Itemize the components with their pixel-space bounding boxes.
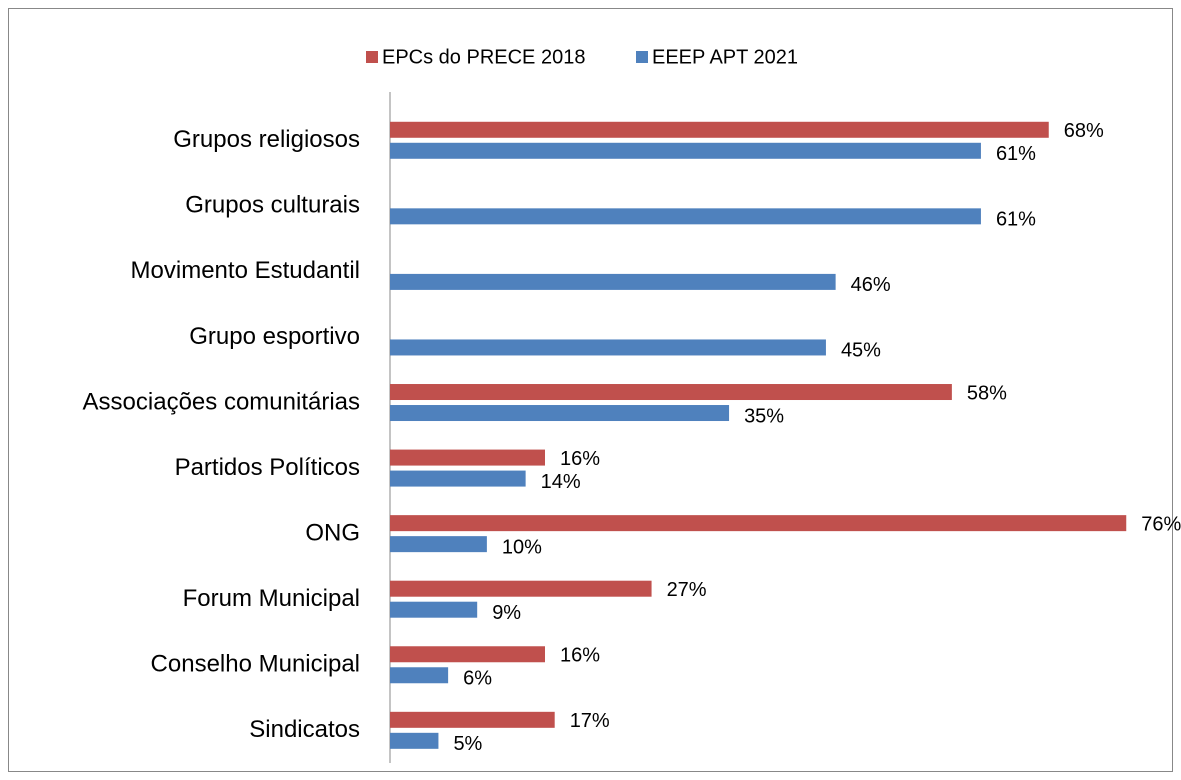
value-label: 16%: [560, 645, 600, 667]
value-label: 9%: [492, 602, 521, 624]
y-tick-label: Forum Municipal: [183, 585, 360, 612]
value-label: 6%: [463, 668, 492, 690]
y-tick-label: Grupos religiosos: [173, 126, 360, 153]
y-tick-label: Grupo esportivo: [189, 323, 360, 350]
bar: [390, 515, 1127, 532]
bar: [390, 208, 981, 225]
bar: [390, 384, 952, 401]
y-tick-label: Partidos Políticos: [175, 454, 360, 481]
bar: [390, 601, 478, 618]
bar: [390, 732, 439, 749]
bar: [390, 142, 981, 159]
y-tick-label: Movimento Estudantil: [131, 257, 360, 284]
value-label: 27%: [667, 579, 707, 601]
y-tick-label: Associações comunitárias: [83, 388, 360, 415]
bar: [390, 646, 545, 663]
bar: [390, 536, 487, 553]
bar: [390, 405, 730, 422]
bar: [390, 470, 526, 487]
value-label: 61%: [996, 209, 1036, 231]
value-label: 17%: [570, 710, 610, 732]
legend-swatch: [636, 51, 648, 63]
y-tick-label: Grupos culturais: [185, 192, 360, 219]
bar: [390, 121, 1049, 138]
y-tick-label: Conselho Municipal: [151, 651, 360, 678]
y-tick-label: Sindicatos: [249, 716, 360, 743]
value-label: 76%: [1141, 513, 1181, 535]
value-label: 14%: [541, 471, 581, 493]
value-label: 10%: [502, 536, 542, 558]
bar: [390, 273, 836, 290]
value-label: 16%: [560, 448, 600, 470]
legend-label: EPCs do PRECE 2018: [382, 46, 585, 68]
bar: [390, 449, 545, 466]
bar: [390, 339, 826, 356]
value-label: 68%: [1064, 120, 1104, 142]
value-label: 45%: [841, 340, 881, 362]
legend-swatch: [366, 51, 378, 63]
bar: [390, 667, 449, 684]
y-tick-label: ONG: [305, 519, 360, 546]
value-label: 5%: [453, 733, 482, 755]
legend-label: EEEP APT 2021: [652, 46, 798, 68]
value-label: 58%: [967, 382, 1007, 404]
bar: [390, 580, 652, 597]
value-label: 46%: [851, 274, 891, 296]
value-label: 35%: [744, 405, 784, 427]
value-label: 61%: [996, 143, 1036, 165]
bar: [390, 711, 555, 728]
